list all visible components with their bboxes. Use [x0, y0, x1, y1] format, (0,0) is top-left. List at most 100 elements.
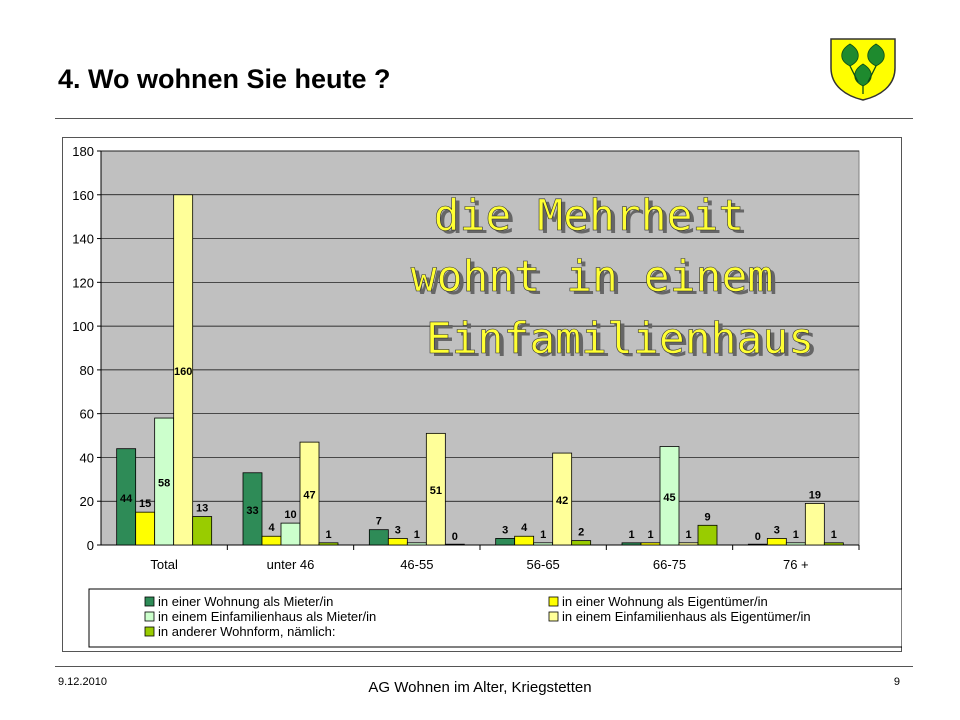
data-label: 1 [831, 529, 837, 541]
y-tick-label: 80 [80, 363, 94, 378]
data-label: 1 [793, 529, 799, 541]
footer-date: 9.12.2010 [58, 676, 107, 688]
data-label: 1 [685, 529, 691, 541]
header-rule [55, 118, 913, 119]
y-tick-label: 60 [80, 407, 94, 422]
y-tick-label: 180 [72, 144, 94, 159]
annotation-shadow: Einfamilienhaus [430, 317, 818, 367]
slide-title: 4. Wo wohnen Sie heute ? [58, 64, 391, 94]
data-label: 10 [284, 509, 296, 521]
data-label: 0 [755, 531, 761, 543]
data-label: 1 [647, 529, 653, 541]
bar [495, 538, 516, 546]
y-tick-label: 0 [87, 538, 94, 553]
bar [533, 542, 554, 546]
page-number: 9 [893, 676, 900, 688]
legend-swatch [144, 611, 155, 622]
data-label: 51 [430, 485, 442, 497]
data-label: 19 [809, 489, 821, 501]
data-label: 4 [268, 522, 275, 534]
x-tick-label: Total [150, 557, 178, 572]
bar [425, 432, 446, 546]
y-tick-label: 100 [72, 319, 94, 334]
bar [242, 472, 263, 546]
data-label: 58 [158, 478, 170, 490]
data-label: 1 [414, 529, 420, 541]
y-tick-label: 20 [80, 494, 94, 509]
legend-label: in anderer Wohnform, nämlich: [158, 624, 336, 639]
data-label: 42 [556, 495, 568, 507]
bar [406, 542, 427, 546]
crest-logo [830, 38, 896, 101]
legend-swatch [548, 596, 559, 607]
x-tick-label: 46-55 [400, 557, 433, 572]
x-tick-label: 76 + [783, 557, 809, 572]
bar [785, 542, 806, 546]
bar [368, 529, 389, 546]
plot-area [100, 150, 860, 546]
y-tick-label: 160 [72, 188, 94, 203]
y-tick-label: 40 [80, 450, 94, 465]
bar [766, 538, 787, 546]
bar [514, 535, 535, 546]
bar [299, 441, 320, 546]
data-label: 33 [246, 505, 258, 517]
bar [804, 503, 825, 546]
data-label: 3 [502, 524, 508, 536]
data-label: 1 [325, 529, 331, 541]
data-label: 4 [521, 522, 528, 534]
bar [697, 524, 718, 546]
data-label: 1 [628, 529, 634, 541]
y-tick-label: 120 [72, 275, 94, 290]
bar [318, 542, 339, 546]
data-label: 47 [303, 490, 315, 502]
bar [444, 543, 465, 546]
bar [678, 542, 699, 546]
data-label: 2 [578, 527, 584, 539]
data-label: 160 [174, 366, 192, 378]
footer-title: AG Wohnen im Alter, Kriegstetten [368, 679, 592, 696]
bar [552, 452, 573, 546]
bar [823, 542, 844, 546]
legend-label: in einer Wohnung als Eigentümer/in [562, 594, 768, 609]
annotation-text: wohnt in einem [411, 252, 773, 302]
bar [135, 511, 156, 546]
legend-box [88, 588, 902, 648]
annotation-text: Einfamilienhaus [426, 314, 814, 364]
x-tick-label: unter 46 [267, 557, 315, 572]
bar [261, 535, 282, 546]
bar [387, 538, 408, 546]
bar [116, 448, 137, 546]
footer-rule [55, 666, 913, 667]
legend-label: in einem Einfamilienhaus als Mieter/in [158, 609, 376, 624]
data-label: 44 [120, 493, 133, 505]
bar [571, 540, 592, 546]
annotation-shadow: die Mehrheit [438, 194, 749, 244]
x-tick-label: 66-75 [653, 557, 686, 572]
bar [173, 194, 194, 546]
data-label: 9 [704, 511, 710, 523]
bar [192, 516, 213, 546]
annotation-text: die Mehrheit [434, 191, 745, 241]
annotation-shadow: wohnt in einem [415, 255, 777, 305]
data-label: 3 [395, 524, 401, 536]
legend-swatch [144, 596, 155, 607]
bar [747, 543, 768, 546]
data-label: 3 [774, 524, 780, 536]
x-tick-label: 56-65 [527, 557, 560, 572]
bar [640, 542, 661, 546]
legend-label: in einem Einfamilienhaus als Eigentümer/… [562, 609, 811, 624]
data-label: 1 [540, 529, 546, 541]
bar [280, 522, 301, 546]
bar [659, 446, 680, 546]
data-label: 15 [139, 498, 151, 510]
data-label: 45 [663, 492, 675, 504]
legend-swatch [144, 626, 155, 637]
bar [621, 542, 642, 546]
y-tick-label: 140 [72, 232, 94, 247]
data-label: 13 [196, 503, 208, 515]
legend-label: in einer Wohnung als Mieter/in [158, 594, 333, 609]
data-label: 0 [452, 531, 458, 543]
data-label: 7 [376, 516, 382, 528]
